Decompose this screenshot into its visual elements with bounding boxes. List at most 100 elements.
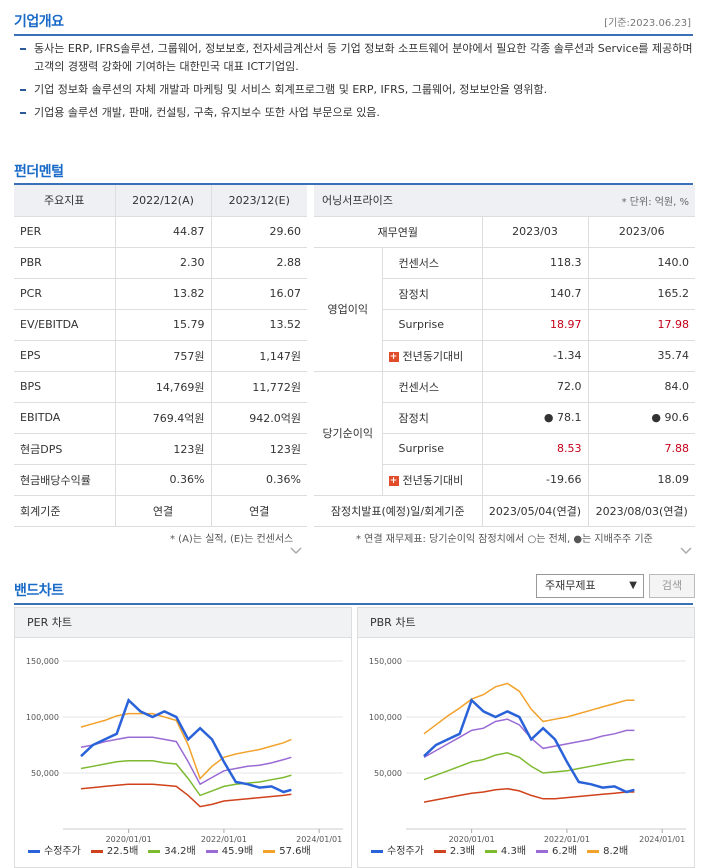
base-date: [기준:2023.06.23] bbox=[604, 18, 691, 29]
series-line bbox=[80, 712, 292, 780]
fundamental-note: * (A)는 실적, (E)는 컨센서스 bbox=[170, 534, 294, 545]
legend-label: 수정주가 bbox=[44, 846, 81, 857]
per-chart-legend: 수정주가 22.5배 34.2배 45.9배 57.6배 bbox=[28, 842, 321, 857]
overview-list: 동사는 ERP, IFRS솔루션, 그룹웨어, 정보보호, 전자세금계산서 등 … bbox=[18, 40, 698, 127]
expand-plus-icon[interactable]: + bbox=[388, 351, 399, 362]
table-row: PBR 2.30 2.88 bbox=[14, 247, 307, 279]
cell-value: 942.0억원 bbox=[210, 402, 307, 434]
band-title: 밴드차트 bbox=[14, 583, 64, 599]
cell-value: -19.66 bbox=[481, 464, 588, 496]
legend-swatch bbox=[28, 849, 40, 853]
row-label: BPS bbox=[14, 371, 115, 403]
cell-value: 18.97 bbox=[481, 309, 588, 341]
search-button[interactable]: 검색 bbox=[649, 574, 695, 598]
fundamental-title: 펀더멘털 bbox=[14, 164, 64, 180]
chevron-down-icon[interactable] bbox=[290, 545, 302, 557]
cell-value: 29.60 bbox=[210, 216, 307, 248]
pbr-chart-title: PBR 차트 bbox=[358, 608, 694, 638]
row-label: Surprise bbox=[382, 433, 482, 465]
cell-value: 17.98 bbox=[587, 309, 695, 341]
row-label: Surprise bbox=[382, 309, 482, 341]
table-row: 영업이익 컨센서스 118.3 140.0 bbox=[314, 247, 695, 372]
earnings-title-row: 어닝서프라이즈 * 단위: 억원, % bbox=[314, 185, 695, 217]
table-row: PCR 13.82 16.07 bbox=[14, 278, 307, 310]
table-row: 잠정치발표(예정)일/회계기준 2023/05/04(연결) 2023/08/03(… bbox=[314, 495, 695, 527]
cell-value: 1,147원 bbox=[210, 340, 307, 372]
legend-item: 57.6배 bbox=[263, 846, 311, 857]
series-line bbox=[80, 783, 292, 808]
cell-value: 165.2 bbox=[587, 278, 695, 310]
pbr-chart-legend: 수정주가 2.3배 4.3배 6.2배 8.2배 bbox=[371, 842, 638, 857]
y-tick-label: 50,000 bbox=[31, 769, 59, 778]
legend-swatch bbox=[371, 849, 383, 853]
expand-plus-icon[interactable]: + bbox=[388, 475, 399, 486]
row-label-text: 전년동기대비 bbox=[402, 349, 464, 363]
table-row: 회계기준 연결 연결 bbox=[14, 495, 307, 527]
cell-value: 18.09 bbox=[587, 464, 695, 496]
overview-item: 기업용 솔루션 개발, 판매, 컨설팅, 구축, 유지보수 또한 사업 부문으로… bbox=[18, 104, 698, 122]
table-row: Surprise 8.53 7.88 bbox=[314, 433, 695, 465]
legend-label: 34.2배 bbox=[164, 846, 196, 857]
legend-label: 수정주가 bbox=[387, 846, 424, 857]
cell-value: 44.87 bbox=[114, 216, 211, 248]
row-label: EV/EBITDA bbox=[14, 309, 115, 341]
cell-value: 35.74 bbox=[587, 340, 695, 372]
x-tick-label: 2020/01/01 bbox=[106, 835, 152, 844]
legend-item: 45.9배 bbox=[205, 846, 254, 857]
cell-value: 13.82 bbox=[114, 278, 211, 310]
per-chart: 50,000 100,000 150,000 2020/01/01 2022/01/01… bbox=[26, 657, 343, 844]
legend-label: 4.3배 bbox=[500, 846, 527, 857]
cell-value: ● 78.1 bbox=[481, 402, 588, 434]
pbr-chart-panel: PBR 차트 50,000 100,000 150,000 2020/01/01 202… bbox=[357, 607, 695, 868]
statement-select-value: 주재무제표 bbox=[545, 579, 596, 592]
y-tick-label: 150,000 bbox=[26, 657, 59, 666]
series-line bbox=[423, 697, 635, 794]
cell-value: 16.07 bbox=[210, 278, 307, 310]
legend-item: 8.2배 bbox=[587, 846, 628, 857]
statement-select[interactable]: 주재무제표 ▼ bbox=[536, 574, 644, 598]
cell-value: 13.52 bbox=[210, 309, 307, 341]
cell-value: 8.53 bbox=[481, 433, 588, 465]
legend-swatch bbox=[148, 849, 161, 853]
legend-label: 6.2배 bbox=[552, 846, 578, 857]
row-label[interactable]: + 전년동기대비 bbox=[382, 464, 482, 496]
x-tick-label: 2024/01/01 bbox=[639, 835, 685, 844]
col-header: 2023/12(E) bbox=[210, 185, 307, 217]
cell-value: 2023/05/04(연결) bbox=[481, 495, 588, 527]
cell-value: 72.0 bbox=[481, 371, 588, 403]
legend-swatch bbox=[205, 849, 218, 853]
legend-item: 6.2배 bbox=[536, 846, 577, 857]
earnings-header-row: 재무연월 2023/03 2023/06 bbox=[314, 216, 695, 248]
legend-swatch bbox=[536, 849, 549, 853]
legend-label: 2.3배 bbox=[449, 846, 475, 857]
col-header: 재무연월 bbox=[314, 216, 482, 248]
series-line bbox=[423, 682, 635, 735]
overview-title: 기업개요 bbox=[14, 14, 64, 30]
col-header: 2023/03 bbox=[481, 216, 588, 248]
x-tick-label: 2020/01/01 bbox=[449, 835, 495, 844]
cell-value: 15.79 bbox=[114, 309, 211, 341]
table-row: + 전년동기대비 -1.34 35.74 bbox=[314, 340, 695, 372]
legend-item: 4.3배 bbox=[484, 846, 527, 857]
chevron-down-icon[interactable] bbox=[680, 545, 692, 557]
legend-label: 45.9배 bbox=[221, 846, 254, 857]
cell-value: 연결 bbox=[114, 495, 211, 527]
col-header: 2023/06 bbox=[587, 216, 695, 248]
series-line bbox=[80, 697, 292, 794]
x-tick-label: 2022/01/01 bbox=[544, 835, 590, 844]
chevron-down-icon: ▼ bbox=[629, 580, 637, 591]
group-label: 영업이익 bbox=[314, 247, 383, 372]
row-label[interactable]: + 전년동기대비 bbox=[382, 340, 482, 372]
x-tick-label: 2022/01/01 bbox=[201, 835, 247, 844]
overview-item: 기업 정보화 솔루션의 자체 개발과 마케팅 및 서비스 회계프로그램 및 ER… bbox=[18, 81, 698, 99]
legend-label: 22.5배 bbox=[106, 846, 139, 857]
row-label: 회계기준 bbox=[14, 495, 115, 527]
table-row: PER 44.87 29.60 bbox=[14, 216, 307, 248]
legend-label: 8.2배 bbox=[603, 846, 629, 857]
row-label: 컨센서스 bbox=[382, 247, 482, 279]
table-row: EBITDA 769.4억원 942.0억원 bbox=[14, 402, 307, 434]
y-tick-label: 100,000 bbox=[369, 713, 402, 722]
pbr-chart: 50,000 100,000 150,000 2020/01/01 2022/01/01… bbox=[369, 657, 686, 844]
cell-value: 7.88 bbox=[587, 433, 695, 465]
legend-item: 수정주가 bbox=[28, 846, 81, 857]
